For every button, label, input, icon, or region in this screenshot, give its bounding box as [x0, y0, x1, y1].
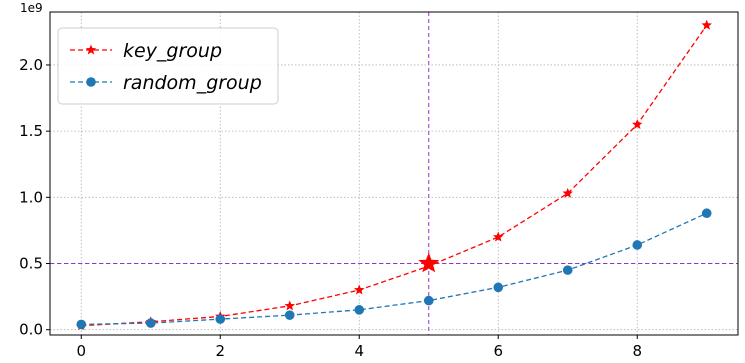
legend-box: [57, 27, 279, 105]
series-line-key_group: [81, 24, 708, 327]
series-group: [81, 24, 708, 327]
x-tick-label: 6: [493, 342, 503, 360]
data-point-random_group: [145, 318, 156, 328]
x-tick-label: 8: [632, 342, 642, 360]
data-point-random_group: [76, 319, 87, 330]
data-point-key_group: [493, 231, 504, 242]
data-point-key_group: [562, 187, 573, 198]
x-tick-label: 4: [354, 342, 364, 360]
data-point-random_group: [215, 314, 226, 324]
data-point-key_group: [632, 119, 643, 129]
x-tick-label: 2: [215, 342, 225, 360]
legend-label-key_group: key_group: [123, 40, 222, 62]
y-axis-offset-label: 1e9: [20, 1, 43, 15]
highlight-star-marker: [418, 252, 440, 273]
y-tick-label: 0.5: [19, 255, 43, 273]
data-point-random_group: [562, 265, 573, 275]
y-tick-label: 2.0: [19, 56, 43, 74]
legend-star-icon: [85, 44, 97, 55]
y-tick-label: 1.5: [19, 122, 43, 140]
data-point-random_group: [493, 282, 504, 293]
data-point-random_group: [632, 240, 643, 250]
data-point-key_group: [284, 300, 295, 311]
reference-lines: [50, 12, 738, 335]
marker-group: [76, 19, 712, 331]
data-point-random_group: [354, 305, 365, 315]
data-point-random_group: [284, 310, 295, 320]
axes: 0 2 4 6 8 0.0 0.5 1.0 1.5 2.0: [19, 56, 642, 360]
y-tick-label: 0.0: [19, 321, 43, 339]
legend-circle-icon: [86, 77, 96, 87]
data-point-random_group: [423, 295, 434, 306]
plot-frame: [49, 11, 739, 336]
legend[interactable]: key_group random_group: [57, 27, 279, 105]
x-tick-label: 0: [76, 342, 86, 360]
data-point-random_group: [701, 208, 712, 219]
y-tick-label: 1.0: [19, 188, 43, 206]
series-line-random_group: [81, 212, 708, 326]
data-point-key_group: [354, 284, 365, 295]
data-point-key_group: [701, 19, 712, 30]
legend-label-random_group: random_group: [123, 72, 262, 94]
